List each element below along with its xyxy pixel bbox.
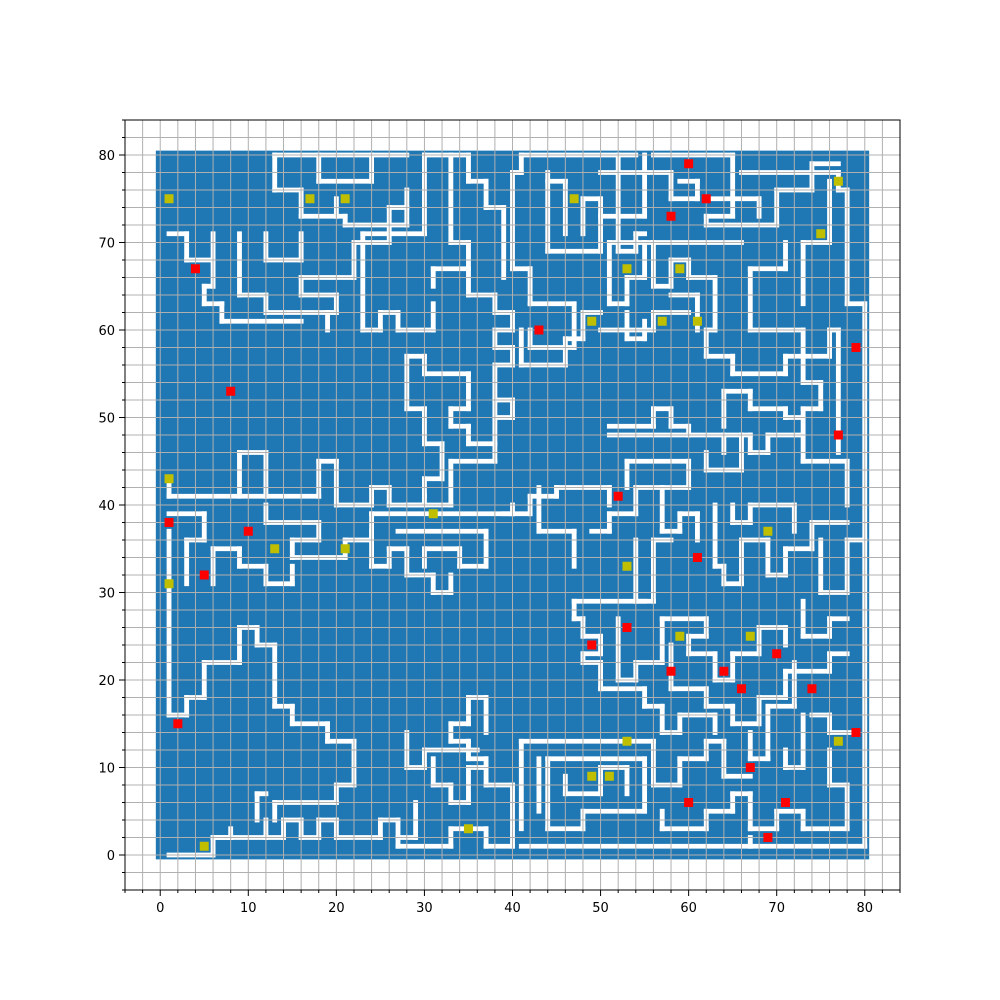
yellow-marker xyxy=(270,544,280,554)
red-marker xyxy=(807,684,817,694)
red-marker xyxy=(164,518,174,527)
red-marker xyxy=(745,763,755,772)
x-tick-label: 0 xyxy=(156,901,164,916)
red-marker xyxy=(701,194,711,204)
y-tick-label: 30 xyxy=(98,587,115,602)
yellow-marker xyxy=(164,194,174,204)
red-marker xyxy=(692,553,702,562)
yellow-marker xyxy=(604,771,614,781)
y-tick-label: 80 xyxy=(98,149,115,164)
red-marker xyxy=(851,728,861,737)
y-tick-label: 10 xyxy=(98,762,115,777)
yellow-marker xyxy=(305,194,315,204)
y-tick-label: 50 xyxy=(98,412,115,427)
y-tick-label: 40 xyxy=(98,499,115,514)
yellow-marker xyxy=(675,631,685,641)
yellow-marker xyxy=(587,771,597,781)
red-marker xyxy=(772,649,782,659)
yellow-marker xyxy=(622,561,632,571)
yellow-marker xyxy=(675,264,685,274)
red-marker xyxy=(833,430,843,440)
red-marker xyxy=(781,798,791,807)
red-marker xyxy=(173,719,183,729)
x-tick-label: 10 xyxy=(240,901,257,916)
y-tick-label: 70 xyxy=(98,237,115,252)
x-tick-label: 70 xyxy=(768,901,785,916)
red-marker xyxy=(666,666,676,676)
x-tick-label: 80 xyxy=(856,901,873,916)
yellow-marker xyxy=(463,824,473,834)
yellow-marker xyxy=(745,631,755,641)
red-marker xyxy=(243,526,253,536)
yellow-marker xyxy=(657,316,667,326)
yellow-marker xyxy=(428,509,438,519)
red-marker xyxy=(763,833,773,842)
yellow-marker xyxy=(816,229,826,239)
red-marker xyxy=(719,666,729,676)
yellow-marker xyxy=(569,194,579,204)
red-marker xyxy=(666,211,676,221)
yellow-marker xyxy=(199,841,209,851)
red-marker xyxy=(190,264,200,274)
yellow-marker xyxy=(622,264,632,274)
x-tick-label: 20 xyxy=(328,901,345,916)
yellow-marker xyxy=(587,316,597,326)
yellow-marker xyxy=(164,474,174,484)
x-tick-label: 60 xyxy=(680,901,697,916)
red-marker xyxy=(736,684,746,694)
red-marker xyxy=(622,623,632,632)
x-tick-label: 40 xyxy=(504,901,521,916)
yellow-marker xyxy=(340,544,350,554)
y-tick-label: 60 xyxy=(98,324,115,339)
red-marker xyxy=(684,159,694,169)
y-tick-label: 20 xyxy=(98,674,115,689)
red-marker xyxy=(226,386,236,396)
red-marker xyxy=(587,640,597,650)
x-axis: 0 10 20 30 40 50 60 70 80 xyxy=(124,890,901,916)
red-marker xyxy=(851,343,861,352)
red-marker xyxy=(684,798,694,807)
yellow-marker xyxy=(833,176,843,186)
yellow-marker xyxy=(692,316,702,326)
y-tick-label: 0 xyxy=(107,849,115,864)
x-tick-label: 50 xyxy=(592,901,609,916)
markers xyxy=(164,159,861,851)
yellow-marker xyxy=(763,526,773,536)
y-axis: 0 10 20 30 40 50 60 70 80 xyxy=(98,119,125,891)
yellow-marker xyxy=(622,736,632,746)
red-marker xyxy=(534,325,544,335)
yellow-marker xyxy=(164,579,174,589)
x-tick-label: 30 xyxy=(416,901,433,916)
red-marker xyxy=(613,491,623,501)
yellow-marker xyxy=(833,736,843,746)
yellow-marker xyxy=(340,194,350,204)
red-marker xyxy=(199,570,209,580)
